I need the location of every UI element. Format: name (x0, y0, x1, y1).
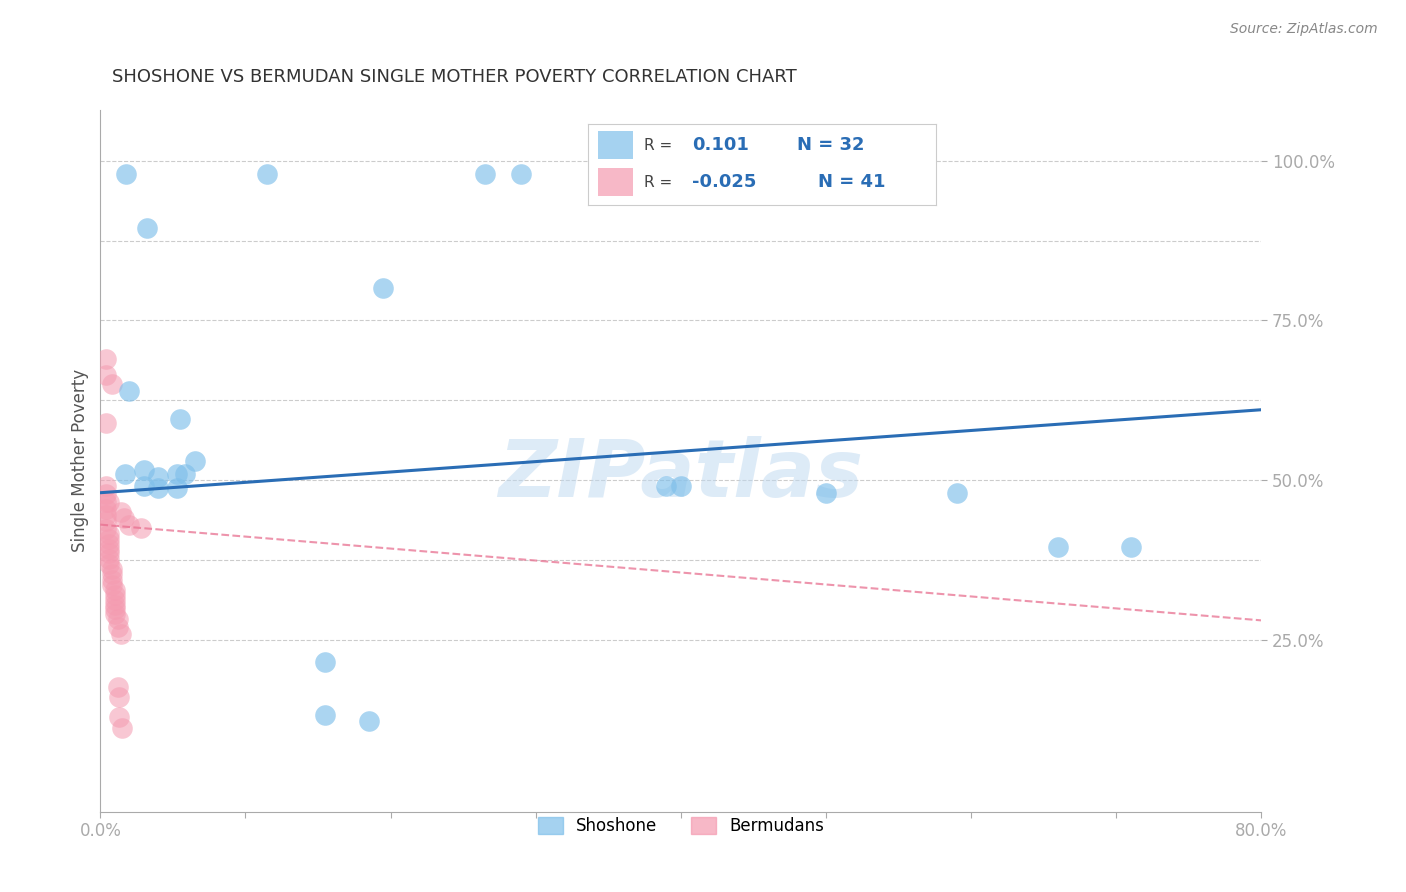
Point (104, 593, 127, 607)
Point (101, 377, 124, 392)
Point (115, 167, 138, 181)
Point (114, 467, 136, 481)
Point (101, 562, 124, 576)
Point (169, 412, 191, 426)
Point (104, 588, 127, 602)
Point (98, 552, 121, 566)
Point (101, 573, 124, 587)
Point (104, 598, 127, 612)
Point (98, 532, 121, 546)
Point (110, 627, 132, 641)
Point (108, 690, 131, 704)
Point (314, 707, 336, 722)
Point (96, 487, 118, 501)
Text: SHOSHONE VS BERMUDAN SINGLE MOTHER POVERTY CORRELATION CHART: SHOSHONE VS BERMUDAN SINGLE MOTHER POVER… (112, 68, 797, 86)
Point (112, 511, 135, 525)
Legend: Shoshone, Bermudans: Shoshone, Bermudans (531, 811, 831, 842)
Point (96, 368, 118, 382)
Point (107, 681, 129, 695)
Point (96, 416, 118, 430)
Point (118, 517, 141, 532)
Point (183, 454, 205, 468)
Point (129, 521, 152, 535)
Point (118, 384, 141, 398)
Point (510, 167, 533, 181)
Point (373, 281, 395, 295)
Point (96, 515, 118, 529)
Point (98, 495, 121, 509)
Point (98, 546, 121, 560)
Point (101, 567, 124, 582)
Point (110, 505, 132, 519)
Point (173, 467, 195, 481)
Point (98, 537, 121, 551)
Y-axis label: Single Mother Poverty: Single Mother Poverty (72, 369, 89, 552)
Point (655, 479, 678, 493)
Point (108, 710, 131, 724)
Point (96, 522, 118, 536)
Point (148, 481, 170, 495)
Point (474, 167, 496, 181)
Point (166, 467, 188, 481)
Point (98, 558, 121, 572)
Point (1047, 540, 1070, 554)
Text: ZIPatlas: ZIPatlas (498, 436, 863, 514)
Point (96, 351, 118, 366)
Point (96, 508, 118, 522)
Point (945, 485, 967, 500)
Point (96, 495, 118, 509)
Point (98, 527, 121, 541)
Point (135, 220, 157, 235)
Point (101, 577, 124, 591)
Point (166, 481, 188, 495)
Point (104, 602, 127, 616)
Point (96, 501, 118, 516)
Point (256, 167, 278, 181)
Point (314, 655, 336, 669)
Point (1119, 540, 1142, 554)
Point (104, 607, 127, 621)
Point (148, 469, 170, 483)
Point (132, 479, 155, 493)
Point (111, 721, 134, 735)
Point (107, 620, 129, 634)
Point (98, 541, 121, 556)
Point (669, 479, 692, 493)
Point (357, 714, 380, 729)
Point (104, 582, 127, 597)
Point (96, 479, 118, 493)
Text: Source: ZipAtlas.com: Source: ZipAtlas.com (1230, 22, 1378, 37)
Point (814, 485, 837, 500)
Point (132, 463, 155, 477)
Point (107, 612, 129, 626)
